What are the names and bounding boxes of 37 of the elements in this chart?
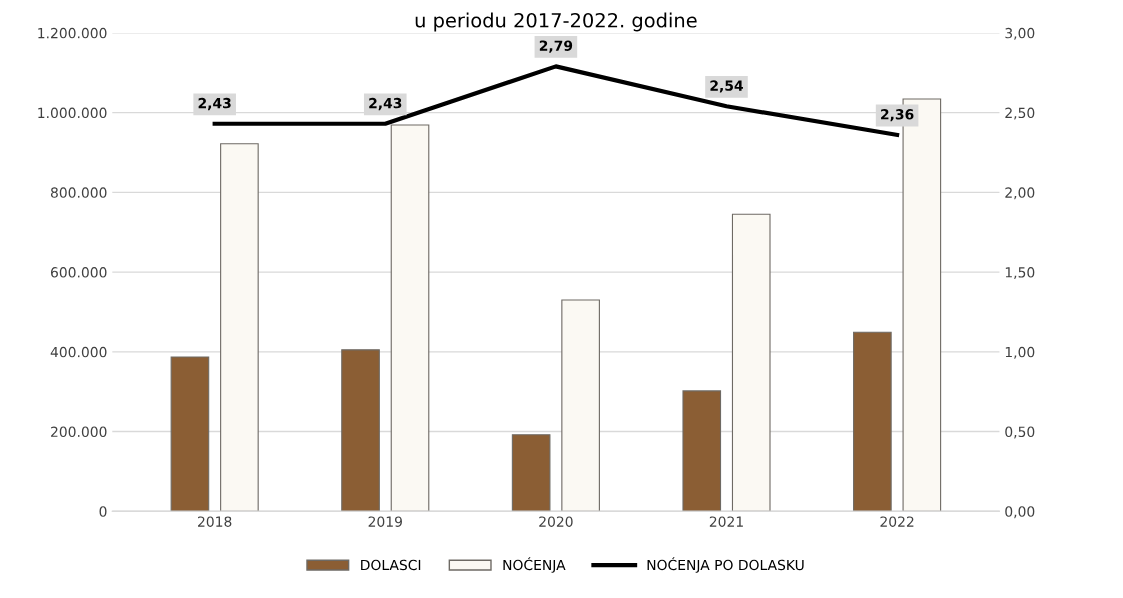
x-tick-label: 2022 bbox=[880, 516, 914, 527]
y-tick-label: 1.000.000 bbox=[38, 107, 107, 119]
y2-tick-label: 3,00 bbox=[1005, 27, 1035, 40]
y2-tick-label: 0,00 bbox=[1005, 506, 1035, 519]
bar bbox=[561, 299, 600, 512]
y-tick-label: 1.200.000 bbox=[38, 27, 107, 39]
legend-label: NOĆENJA PO DOLASKU bbox=[647, 557, 804, 573]
y-tick-label: 400.000 bbox=[50, 346, 107, 358]
chart-title: u periodu 2017-2022. godine bbox=[415, 12, 697, 32]
bar bbox=[853, 331, 892, 512]
bar bbox=[511, 434, 551, 512]
bar bbox=[390, 124, 430, 512]
bar bbox=[731, 213, 771, 512]
bar bbox=[682, 390, 722, 512]
x-tick-label: 2020 bbox=[539, 516, 573, 527]
x-tick-label: 2018 bbox=[198, 516, 232, 527]
y-tick-label: 800.000 bbox=[50, 187, 107, 198]
bar bbox=[170, 356, 210, 512]
bar bbox=[220, 143, 259, 512]
data-label: 2,36 bbox=[881, 109, 914, 122]
data-label: 2,54 bbox=[710, 80, 743, 93]
data-label: 2,43 bbox=[369, 97, 402, 111]
data-label: 2,79 bbox=[539, 40, 573, 53]
y2-tick-label: 2,50 bbox=[1005, 107, 1035, 120]
y2-tick-label: 0,50 bbox=[1005, 426, 1035, 439]
y-tick-label: 600.000 bbox=[50, 267, 107, 278]
y2-tick-label: 1,00 bbox=[1005, 346, 1035, 359]
y2-tick-label: 2,00 bbox=[1005, 187, 1035, 200]
x-tick-label: 2019 bbox=[368, 516, 402, 527]
x-tick-label: 2021 bbox=[709, 516, 743, 527]
y-tick-label: 200.000 bbox=[51, 426, 107, 438]
legend-label: NOĆENJA bbox=[503, 557, 566, 573]
legend-label: DOLASCI bbox=[361, 559, 421, 571]
data-label: 2,43 bbox=[198, 97, 231, 111]
y-tick-label: 0 bbox=[99, 506, 107, 517]
bar bbox=[341, 349, 380, 512]
y2-tick-label: 1,50 bbox=[1005, 267, 1035, 279]
